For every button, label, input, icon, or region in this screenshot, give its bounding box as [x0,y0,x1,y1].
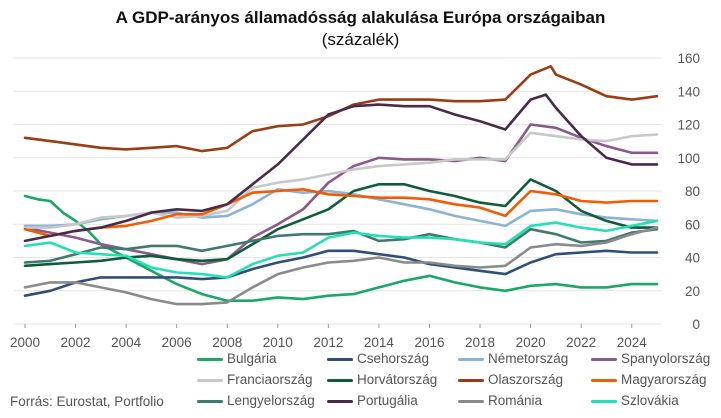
y-tick-label: 120 [677,118,700,133]
y-tick-label: 80 [685,184,700,199]
y-tick-label: 160 [677,51,700,66]
series-line-spanyolorszag [23,123,659,266]
x-tick-label: 2008 [212,335,242,350]
x-tick-label: 2002 [61,335,91,350]
x-tick-label: 2006 [162,335,192,350]
chart-subtitle: (százalék) [321,30,400,49]
y-tick-label: 40 [685,251,700,266]
series-line-romania [23,226,659,306]
x-tick-label: 2000 [10,335,40,350]
y-tick-label: 100 [677,151,700,166]
y-tick-label: 20 [685,284,700,299]
series-line-csehorszag [23,249,659,297]
x-tick-label: 2020 [516,335,546,350]
source-note: Forrás: Eurostat, Portfolio [10,394,164,409]
x-tick-label: 2022 [566,335,596,350]
y-tick-label: 0 [692,317,700,332]
series-line-lengyelorszag [23,227,659,264]
x-tick-label: 2018 [465,335,495,350]
chart-title: A GDP-arányos államadósság alakulása Eur… [115,8,606,27]
series-line-portugalia [23,93,659,243]
x-tick-label: 2010 [263,335,293,350]
y-tick-label: 60 [685,217,700,232]
series-line-bulgaria [23,194,659,302]
x-tick-label: 2016 [414,335,444,350]
x-axis: 2000 2002 2004 2006 2008 2010 2012 2014 2016 2018… [10,324,647,350]
x-tick-label: 2004 [111,335,142,350]
series-line-franciaorszag [23,131,659,229]
y-axis: 0 20 40 60 80 100 120 140 160 [677,51,700,332]
x-tick-label: 2014 [364,335,395,350]
y-tick-label: 140 [677,84,700,99]
series-lines [23,65,659,306]
x-tick-label: 2012 [313,335,343,350]
series-line-magyarorszag [23,188,659,238]
series-line-olaszorszag [23,65,659,153]
series-line-szlovakia [23,219,659,279]
x-tick-label: 2024 [617,335,648,350]
